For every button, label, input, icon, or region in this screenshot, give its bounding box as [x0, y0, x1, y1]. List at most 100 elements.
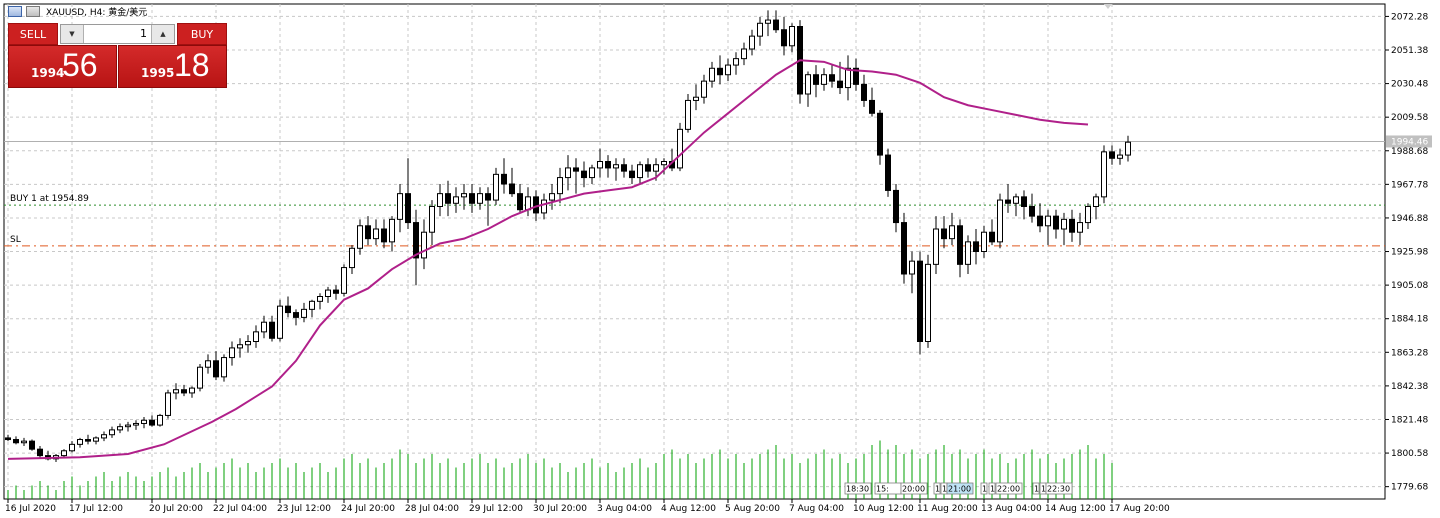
candle-body — [685, 99, 691, 130]
session-marker[interactable] — [995, 482, 1023, 495]
candle-body — [357, 225, 363, 249]
candle-body — [885, 154, 891, 191]
x-tick-label: 7 Aug 04:00 — [789, 504, 844, 514]
candle-body — [877, 112, 883, 156]
candle-body — [437, 193, 443, 207]
session-marker[interactable] — [1032, 482, 1040, 495]
candle-body — [181, 389, 187, 394]
candle-body — [861, 83, 867, 101]
candle-body — [453, 196, 459, 204]
candle-body — [1005, 199, 1011, 204]
candle-body — [245, 341, 251, 346]
buy-button[interactable]: BUY — [177, 23, 227, 45]
candle-body — [941, 228, 947, 240]
candle-body — [341, 267, 347, 294]
candle-body — [165, 392, 171, 416]
candle-body — [237, 344, 243, 349]
window-restore-icon[interactable] — [26, 5, 40, 17]
candle-body — [213, 360, 219, 378]
candle-body — [29, 440, 35, 450]
window-icon[interactable] — [8, 5, 22, 17]
x-tick-label: 10 Aug 12:00 — [853, 504, 914, 514]
candle-body — [413, 222, 419, 259]
candle-body — [973, 241, 979, 253]
buy-price-pips: 18 — [174, 47, 210, 83]
candle-body — [933, 228, 939, 265]
candle-body — [837, 80, 843, 89]
candle-body — [757, 22, 763, 37]
candle-body — [597, 161, 603, 169]
candle-body — [189, 387, 195, 394]
lot-size-input[interactable]: ▼ 1 ▲ — [60, 24, 175, 44]
y-tick-label: 1925.98 — [1391, 248, 1428, 258]
buy-price-button[interactable]: 1995 18 — [118, 45, 227, 88]
x-tick-label: 16 Jul 2020 — [5, 504, 56, 514]
candle-body — [725, 64, 731, 76]
session-marker[interactable] — [988, 482, 996, 495]
candle-body — [277, 305, 283, 339]
session-marker-label: 1 — [935, 485, 940, 494]
sell-price-button[interactable]: 1994 56 — [8, 45, 117, 88]
x-tick-label: 29 Jul 12:00 — [469, 504, 523, 514]
x-tick-label: 30 Jul 20:00 — [533, 504, 587, 514]
candle-body — [677, 128, 683, 169]
chart-shift-icon[interactable] — [1104, 4, 1112, 9]
candle-body — [565, 167, 571, 179]
y-tick-label: 1988.68 — [1391, 147, 1428, 157]
y-tick-label: 1842.38 — [1391, 382, 1428, 392]
sell-price-main: 1994 — [31, 66, 65, 80]
candle-body — [493, 173, 499, 201]
candle-body — [37, 448, 43, 457]
candle-body — [149, 419, 155, 426]
candle-body — [1125, 141, 1131, 156]
session-marker-label: 22:00 — [997, 485, 1020, 494]
candle-body — [445, 193, 451, 204]
lot-decrease-icon[interactable]: ▼ — [61, 25, 84, 43]
session-marker[interactable] — [946, 482, 974, 495]
session-marker[interactable] — [1045, 482, 1073, 495]
y-tick-label: 1967.78 — [1391, 180, 1428, 190]
y-tick-label: 1779.68 — [1391, 483, 1428, 493]
candle-body — [405, 193, 411, 224]
candle-body — [749, 35, 755, 50]
stop-loss-label: SL — [10, 235, 21, 245]
candle-body — [965, 241, 971, 265]
candle-body — [829, 74, 835, 82]
candle-body — [1085, 206, 1091, 224]
current-price-tag — [1386, 135, 1432, 148]
session-marker-label: 22:30 — [1047, 485, 1070, 494]
candle-body — [989, 231, 995, 243]
candle-body — [13, 439, 19, 444]
one-click-trading-panel: SELL ▼ 1 ▲ BUY 1994 56 1995 18 — [8, 23, 227, 88]
candle-body — [701, 80, 707, 98]
y-tick-label: 2009.58 — [1391, 113, 1428, 123]
candle-body — [525, 196, 531, 211]
x-tick-label: 17 Aug 20:00 — [1109, 504, 1170, 514]
candle-body — [205, 360, 211, 368]
candle-body — [109, 429, 115, 436]
candle-body — [221, 357, 227, 378]
session-marker[interactable] — [900, 482, 928, 495]
lot-increase-icon[interactable]: ▲ — [151, 25, 174, 43]
candle-body — [1117, 154, 1123, 159]
sell-button[interactable]: SELL — [8, 23, 58, 45]
y-tick-label: 1800.58 — [1391, 449, 1428, 459]
candle-body — [557, 177, 563, 195]
session-marker[interactable] — [980, 482, 988, 495]
candle-body — [173, 389, 179, 394]
candle-body — [397, 193, 403, 220]
moving-average-line — [7, 59, 1089, 460]
candle-body — [573, 167, 579, 172]
candle-body — [533, 196, 539, 214]
candle-body — [1045, 215, 1051, 227]
session-marker[interactable] — [844, 482, 872, 495]
candle-body — [77, 439, 83, 445]
x-tick-label: 24 Jul 20:00 — [341, 504, 395, 514]
candle-body — [925, 263, 931, 343]
candle-body — [509, 183, 515, 195]
candle-body — [1069, 218, 1075, 233]
candle-body — [605, 161, 611, 169]
session-marker[interactable] — [933, 482, 941, 495]
candle-body — [1109, 151, 1115, 159]
